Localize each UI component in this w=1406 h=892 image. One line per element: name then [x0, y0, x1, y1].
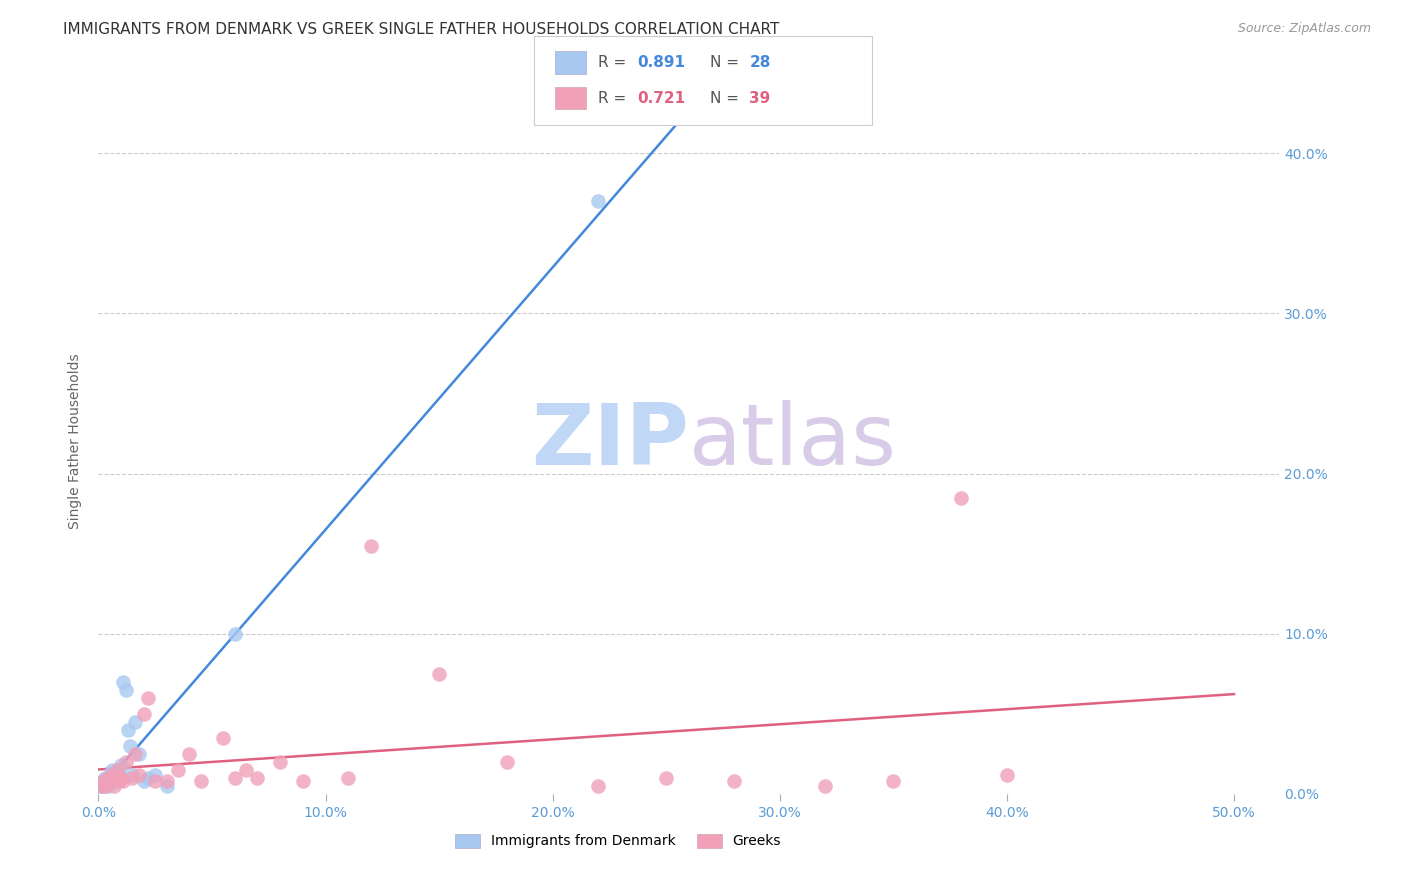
Point [128, 747, 150, 761]
Point [224, 771, 246, 785]
Point [101, 767, 124, 781]
Point [117, 723, 139, 737]
Point [105, 763, 128, 777]
Text: ZIP: ZIP [531, 400, 689, 483]
Point [96, 779, 118, 793]
Point [132, 706, 155, 721]
Point [291, 774, 314, 789]
Point [950, 491, 973, 505]
Point [155, 779, 177, 793]
Point [190, 774, 212, 789]
Point [98, 767, 121, 781]
Y-axis label: Single Father Households: Single Father Households [69, 354, 83, 529]
Point [132, 774, 155, 789]
Point [121, 771, 143, 785]
Point [882, 774, 904, 789]
Point [995, 767, 1018, 781]
Text: 28: 28 [749, 55, 770, 70]
Point [124, 747, 146, 761]
Point [496, 755, 519, 769]
Point [114, 755, 136, 769]
Point [94, 779, 117, 793]
Point [723, 774, 745, 789]
Point [269, 755, 291, 769]
Point [91, 779, 114, 793]
Point [124, 714, 146, 729]
Point [91, 774, 114, 789]
Point [105, 767, 128, 781]
Point [108, 763, 131, 777]
Legend: Immigrants from Denmark, Greeks: Immigrants from Denmark, Greeks [450, 828, 787, 854]
Point [427, 666, 450, 681]
Text: N =: N = [710, 91, 744, 105]
Point [114, 682, 136, 697]
Point [110, 771, 132, 785]
Text: 0.721: 0.721 [637, 91, 685, 105]
Point [246, 771, 269, 785]
Point [143, 774, 166, 789]
Text: 39: 39 [749, 91, 770, 105]
Point [101, 763, 124, 777]
Point [360, 539, 382, 553]
Point [112, 674, 135, 689]
Point [235, 763, 257, 777]
Point [96, 771, 118, 785]
Point [212, 731, 235, 745]
Point [110, 758, 132, 772]
Point [96, 771, 118, 785]
Text: R =: R = [598, 55, 631, 70]
Point [112, 774, 135, 789]
Point [98, 774, 121, 789]
Point [337, 771, 360, 785]
Point [103, 779, 125, 793]
Point [128, 767, 150, 781]
Point [108, 774, 131, 789]
Point [94, 771, 117, 785]
Point [179, 747, 201, 761]
Point [143, 767, 166, 781]
Point [586, 779, 609, 793]
Point [90, 779, 112, 793]
Text: atlas: atlas [689, 400, 897, 483]
Point [90, 779, 112, 793]
Point [655, 771, 678, 785]
Point [121, 767, 143, 781]
Point [814, 779, 837, 793]
Text: R =: R = [598, 91, 631, 105]
Point [224, 626, 246, 640]
Point [138, 771, 160, 785]
Point [103, 771, 125, 785]
Point [98, 774, 121, 789]
Text: 0.891: 0.891 [637, 55, 685, 70]
Text: N =: N = [710, 55, 744, 70]
Point [101, 774, 124, 789]
Point [91, 774, 114, 789]
Point [138, 690, 160, 705]
Point [167, 763, 190, 777]
Text: IMMIGRANTS FROM DENMARK VS GREEK SINGLE FATHER HOUSEHOLDS CORRELATION CHART: IMMIGRANTS FROM DENMARK VS GREEK SINGLE … [63, 22, 780, 37]
Point [120, 739, 142, 753]
Point [155, 774, 177, 789]
Text: Source: ZipAtlas.com: Source: ZipAtlas.com [1237, 22, 1371, 36]
Point [94, 779, 117, 793]
Point [586, 194, 609, 209]
